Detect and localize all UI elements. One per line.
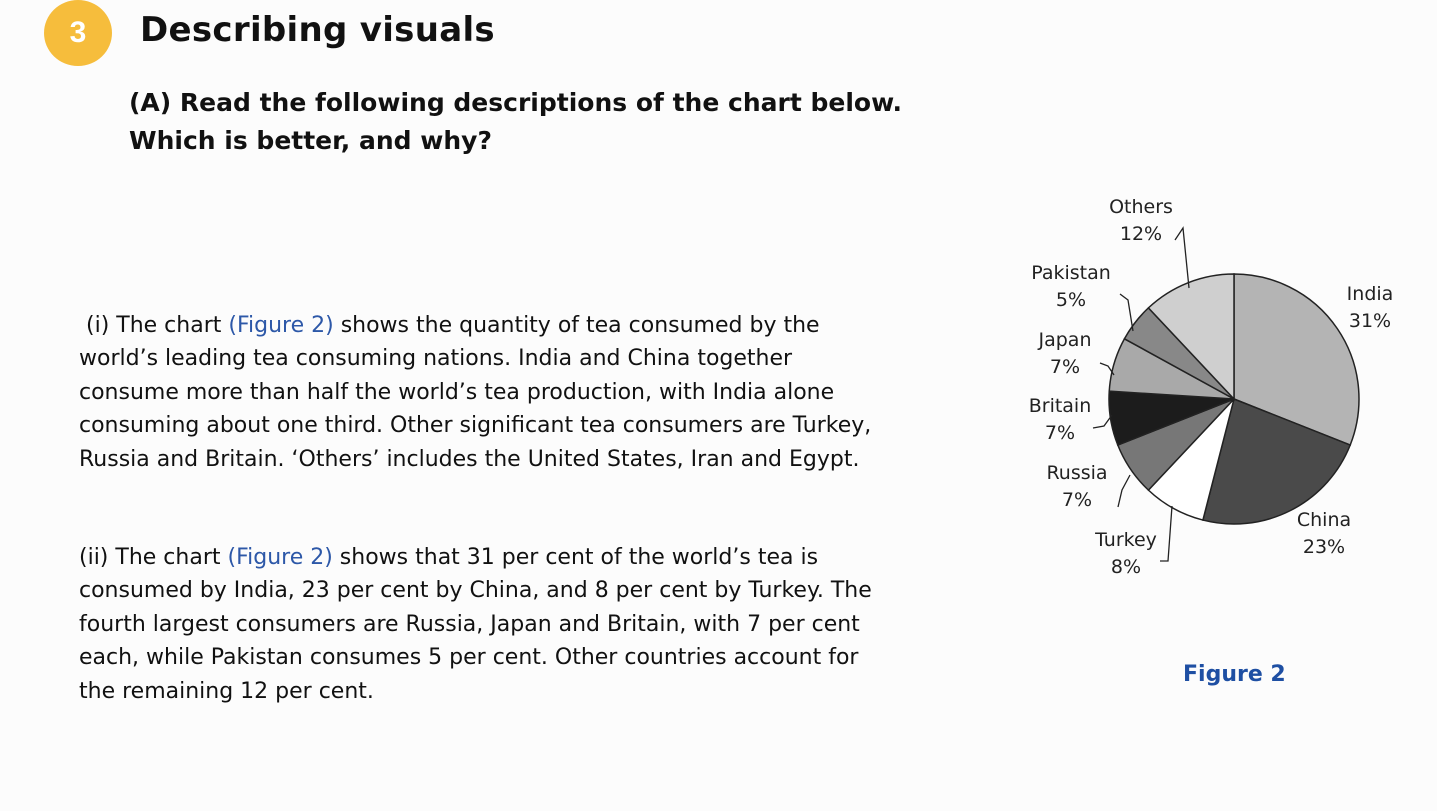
pie-label-value: 7% bbox=[1045, 422, 1075, 444]
pie-label-russia: Russia 7% bbox=[1046, 462, 1131, 511]
pie-label-name: Britain bbox=[1029, 395, 1092, 417]
question-line-1: (A) Read the following descriptions of t… bbox=[129, 88, 903, 117]
description-i-line-2: world’s leading tea consuming nations. I… bbox=[79, 346, 793, 372]
pie-label-name: Others bbox=[1109, 196, 1173, 218]
description-i: (i) The chart (Figure 2) shows the quant… bbox=[79, 309, 984, 476]
pie-leader-line bbox=[1099, 362, 1115, 376]
pie-label-britain: Britain 7% bbox=[1029, 395, 1113, 444]
figure-2-link[interactable]: (Figure 2) bbox=[228, 313, 334, 338]
pie-label-pakistan: Pakistan 5% bbox=[1031, 262, 1134, 332]
pie-leader-line bbox=[1119, 293, 1134, 332]
section-number-badge: 3 bbox=[44, 0, 112, 66]
pie-label-name: China bbox=[1297, 509, 1351, 531]
description-ii-line-3: fourth largest consumers are Russia, Jap… bbox=[79, 611, 860, 637]
description-i-line-4: consuming about one third. Other signifi… bbox=[79, 413, 872, 439]
description-ii: (ii) The chart (Figure 2) shows that 31 … bbox=[79, 541, 984, 708]
tea-consumption-pie-chart: India 31% China 23% Turkey 8% Russia 7% Britain 7… bbox=[1000, 190, 1420, 610]
pie-chart-svg: India 31% China 23% Turkey 8% Russia 7% Britain 7… bbox=[1029, 196, 1394, 578]
pie-label-value: 31% bbox=[1349, 310, 1391, 332]
pie-label-china: China 23% bbox=[1297, 509, 1351, 558]
pie-leader-line bbox=[1117, 474, 1131, 508]
pie-label-value: 8% bbox=[1111, 556, 1141, 578]
pie-label-name: Japan bbox=[1038, 329, 1092, 351]
description-ii-text: shows that 31 per cent of the world’s te… bbox=[332, 545, 819, 570]
section-title: Describing visuals bbox=[140, 10, 495, 50]
pie-label-value: 12% bbox=[1120, 223, 1162, 245]
question-prompt: (A) Read the following descriptions of t… bbox=[129, 84, 1029, 160]
pie-label-name: Russia bbox=[1046, 462, 1107, 484]
pie-slice-china bbox=[1202, 397, 1352, 525]
pie-label-india: India 31% bbox=[1347, 283, 1394, 332]
pie-label-name: Turkey bbox=[1094, 529, 1157, 551]
pie-label-value: 7% bbox=[1050, 356, 1080, 378]
pie-label-name: Pakistan bbox=[1031, 262, 1111, 284]
description-ii-line-4: each, while Pakistan consumes 5 per cent… bbox=[79, 645, 859, 671]
pie-slice-india bbox=[1233, 273, 1360, 446]
figure-2-link[interactable]: (Figure 2) bbox=[227, 545, 333, 570]
pie-leader-line bbox=[1092, 414, 1113, 429]
pie-leader-line bbox=[1160, 505, 1173, 562]
figure-caption: Figure 2 bbox=[1183, 662, 1286, 687]
description-i-line-3: consume more than half the world’s tea p… bbox=[79, 379, 835, 405]
description-i-lead: (i) The chart bbox=[86, 313, 229, 338]
pie-label-others: Others 12% bbox=[1109, 196, 1190, 289]
pie-label-turkey: Turkey 8% bbox=[1094, 505, 1173, 578]
description-i-line-1: (i) The chart (Figure 2) shows the quant… bbox=[79, 309, 984, 342]
pie-label-japan: Japan 7% bbox=[1038, 329, 1115, 378]
question-line-2: Which is better, and why? bbox=[129, 126, 492, 155]
description-i-text: shows the quantity of tea consumed by th… bbox=[333, 313, 820, 338]
description-ii-line-5: the remaining 12 per cent. bbox=[79, 678, 374, 704]
description-ii-lead: (ii) The chart bbox=[79, 545, 228, 570]
description-i-line-5: Russia and Britain. ‘Others’ includes th… bbox=[79, 446, 860, 472]
pie-label-value: 23% bbox=[1303, 536, 1345, 558]
pie-leader-line bbox=[1174, 226, 1190, 289]
description-ii-line-2: consumed by India, 23 per cent by China,… bbox=[79, 578, 872, 604]
pie-label-value: 7% bbox=[1062, 489, 1092, 511]
pie-label-value: 5% bbox=[1056, 289, 1086, 311]
pie-label-name: India bbox=[1347, 283, 1394, 305]
description-ii-line-1: (ii) The chart (Figure 2) shows that 31 … bbox=[79, 541, 984, 574]
